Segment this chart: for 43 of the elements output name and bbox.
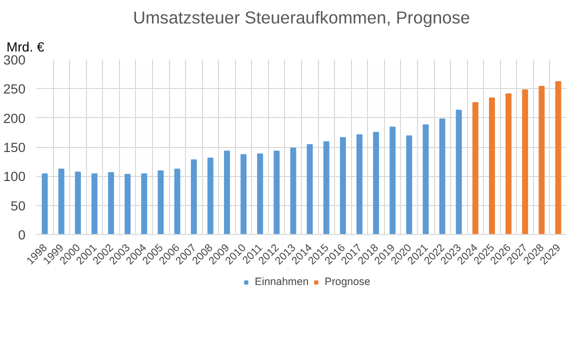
- bar: [306, 144, 313, 234]
- y-tick-label: 0: [18, 228, 26, 242]
- bar: [58, 168, 64, 234]
- bar: [488, 98, 495, 234]
- bar: [340, 137, 346, 234]
- legend-label: Prognose: [324, 276, 370, 288]
- bar: [555, 81, 562, 234]
- bar: [439, 118, 446, 234]
- bar: [91, 173, 98, 234]
- bar: [422, 124, 429, 234]
- bar: [323, 141, 330, 234]
- bar: [42, 173, 48, 234]
- bar: [174, 168, 180, 234]
- y-tick-label: 100: [3, 169, 26, 184]
- legend-label: Einnahmen: [254, 276, 309, 288]
- bar: [538, 86, 545, 234]
- bar: [390, 126, 396, 234]
- bar: [472, 102, 478, 234]
- y-tick-label: 200: [3, 110, 26, 126]
- bar: [373, 132, 380, 234]
- bar: [190, 159, 197, 234]
- bar: [108, 172, 114, 234]
- bar: [506, 93, 512, 234]
- y-tick-label: 250: [3, 82, 26, 97]
- y-tick-label: 50: [10, 198, 26, 214]
- bar: [74, 172, 81, 234]
- bar: [257, 154, 264, 234]
- y-tick-label: 150: [3, 140, 26, 155]
- chart-title: Umsatzsteuer Steueraufkommen, Prognose: [132, 8, 470, 28]
- bar: [290, 148, 296, 234]
- bar: [141, 173, 148, 234]
- y-axis-title: Mrd. €: [6, 40, 45, 54]
- bar: [207, 158, 214, 234]
- bar: [240, 154, 247, 234]
- bar: [224, 150, 230, 234]
- y-tick-label: 300: [3, 52, 26, 68]
- bar: [456, 110, 462, 234]
- bar: [406, 135, 412, 234]
- bar: [124, 174, 131, 234]
- bar: [158, 170, 164, 234]
- bar: [356, 134, 362, 234]
- bar: [274, 150, 280, 234]
- bar: [522, 89, 528, 234]
